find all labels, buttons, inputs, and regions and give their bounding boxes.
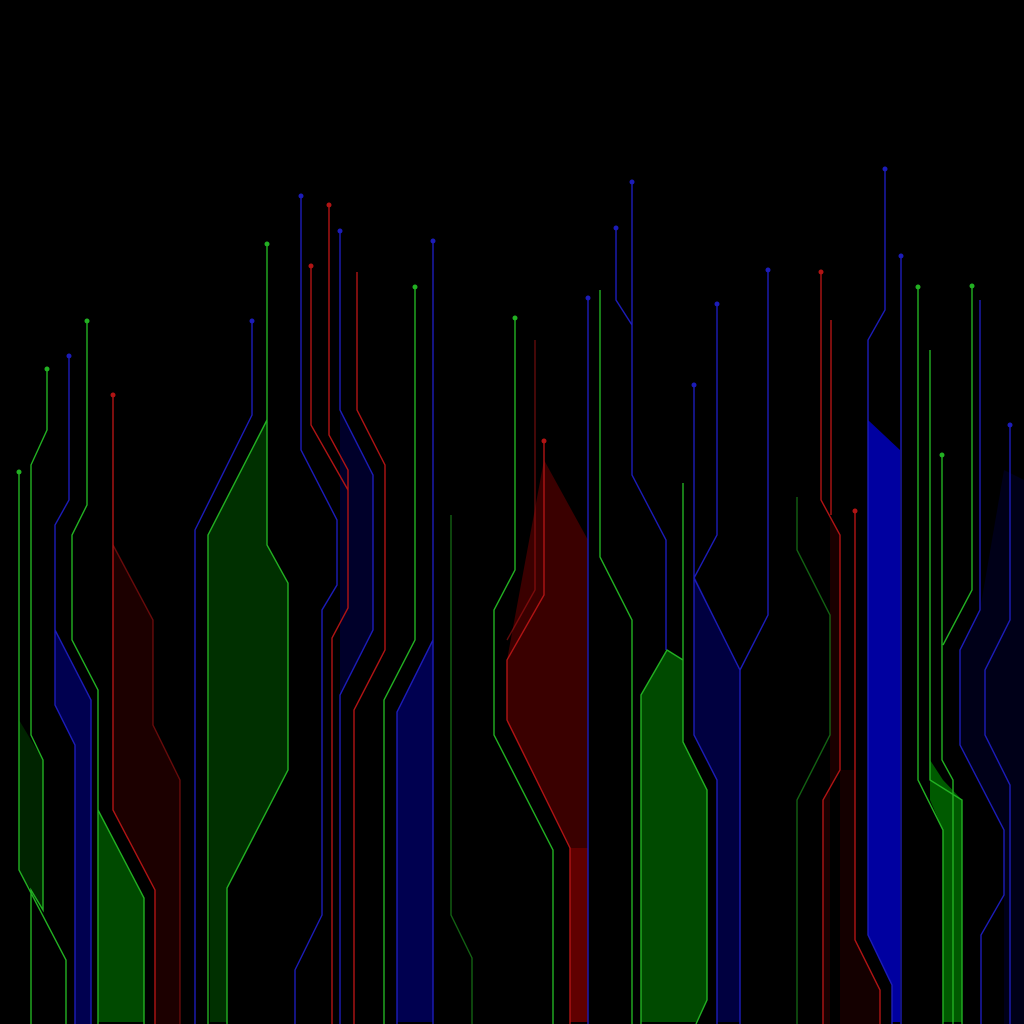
blue-fill-3 <box>397 640 433 1022</box>
blue-dot <box>765 267 771 273</box>
blue-trace <box>693 385 718 1024</box>
red-dot <box>326 202 332 208</box>
green-trace <box>599 290 633 1024</box>
green-trace <box>226 244 289 1024</box>
green-dot <box>44 366 50 372</box>
green-fill-left <box>19 720 43 910</box>
red-trace <box>112 395 156 1024</box>
blue-dot <box>585 295 591 301</box>
red-fill-4 <box>840 770 880 1024</box>
blue-trace <box>54 356 76 1024</box>
green-trace <box>493 318 554 1024</box>
blue-dot <box>337 228 343 234</box>
green-trace <box>640 649 684 1024</box>
blue-dot <box>629 179 635 185</box>
red-dot <box>852 508 858 514</box>
green-trace <box>97 809 145 1024</box>
blue-dot <box>691 382 697 388</box>
red-dot <box>308 263 314 269</box>
green-trace <box>941 455 954 1024</box>
blue-dot <box>249 318 255 324</box>
green-trace <box>796 497 831 1024</box>
red-traces <box>112 205 881 1024</box>
red-fill-2 <box>507 460 588 1022</box>
red-dot <box>818 269 824 275</box>
red-trace <box>112 544 181 1024</box>
filled-regions <box>19 410 1024 1024</box>
red-trace <box>353 272 386 1024</box>
red-trace <box>310 266 349 491</box>
green-dot <box>939 452 945 458</box>
red-fill-1 <box>113 545 180 1024</box>
blue-trace <box>396 639 434 1024</box>
green-trace <box>929 350 963 1024</box>
green-trace <box>942 286 973 646</box>
blue-trace <box>867 169 893 1024</box>
green-dot <box>16 469 22 475</box>
green-trace <box>383 287 416 1024</box>
red-trace <box>820 272 841 1024</box>
blue-dot <box>1007 422 1013 428</box>
blue-dot <box>298 193 304 199</box>
green-trace <box>207 419 268 1024</box>
green-trace <box>682 483 708 1024</box>
green-trace <box>450 515 473 1024</box>
blue-fill-1 <box>55 630 91 1024</box>
blue-trace <box>739 270 769 671</box>
green-trace <box>30 369 48 1024</box>
blue-dot <box>613 225 619 231</box>
red-trace <box>328 205 349 1024</box>
blue-trace <box>984 425 1011 1024</box>
blue-trace <box>615 228 633 326</box>
green-fill-4 <box>930 760 962 1022</box>
blue-dot <box>882 166 888 172</box>
blue-traces <box>54 169 1011 1024</box>
blue-trace <box>339 231 374 1024</box>
blue-trace <box>959 300 1005 1024</box>
green-dot <box>84 318 90 324</box>
red-trace <box>854 511 881 1024</box>
blue-dot <box>714 301 720 307</box>
red-trace <box>506 340 536 641</box>
blue-dot <box>430 238 436 244</box>
green-fill-2 <box>208 420 288 1022</box>
blue-dot <box>898 253 904 259</box>
green-dot <box>969 283 975 289</box>
blue-trace <box>54 629 92 1024</box>
blue-trace <box>631 182 667 650</box>
red-trace <box>506 441 571 1024</box>
blue-fill-6 <box>960 470 1024 1024</box>
blue-fill-5 <box>868 420 900 1022</box>
red-dot <box>541 438 547 444</box>
green-fill-1 <box>98 810 144 1022</box>
blue-dot <box>66 353 72 359</box>
green-trace <box>917 287 944 1024</box>
green-trace <box>18 472 67 1024</box>
blue-trace <box>693 304 741 1024</box>
green-dot <box>915 284 921 290</box>
green-dot <box>264 241 270 247</box>
green-trace <box>71 321 99 1024</box>
blue-trace <box>294 196 338 1024</box>
terminal-dots <box>16 166 1013 514</box>
green-dot <box>412 284 418 290</box>
red-fill-3 <box>823 515 840 1024</box>
green-fill-3 <box>641 650 707 1022</box>
green-dot <box>512 315 518 321</box>
red-fill-2-lower <box>570 848 588 1022</box>
green-traces <box>18 244 973 1024</box>
blue-trace <box>194 321 253 1024</box>
red-dot <box>110 392 116 398</box>
